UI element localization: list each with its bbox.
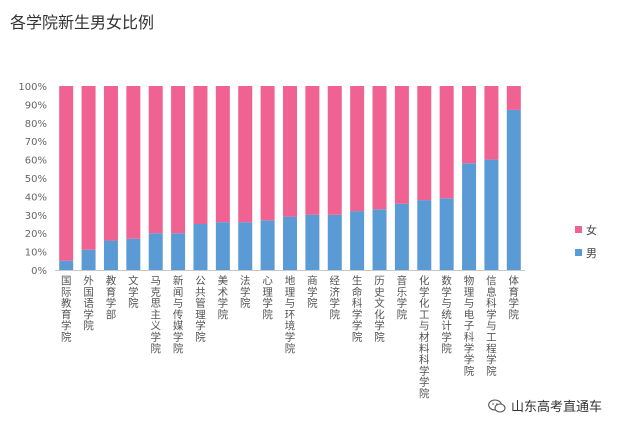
bar-segment-female <box>506 86 521 110</box>
bar-segment-female <box>171 86 186 234</box>
y-tick-label: 30% <box>25 211 47 222</box>
bar-segment-female <box>439 86 454 199</box>
x-tick-label: 美术学院 <box>218 274 229 321</box>
watermark-text: 山东高考直通车 <box>511 400 603 415</box>
bar-segment-male <box>394 203 409 270</box>
x-tick-label: 马克思主义学院 <box>150 275 161 355</box>
bar-segment-female <box>327 86 342 215</box>
bar-segment-female <box>372 86 387 210</box>
bar-segment-male <box>103 240 118 270</box>
bar-segment-female <box>81 86 96 250</box>
bar-segment-male <box>215 222 230 270</box>
bar-segment-female <box>305 86 320 215</box>
bar-segment-female <box>394 86 409 204</box>
x-tick-label: 商学院 <box>307 274 318 310</box>
bar-segment-male <box>350 211 365 270</box>
bar-segment-female <box>260 86 275 221</box>
bar-segment-male <box>283 216 297 270</box>
x-tick-label: 体育学院 <box>509 275 520 321</box>
bar-segment-male <box>81 249 96 270</box>
wechat-icon <box>488 398 506 413</box>
legend-swatch <box>575 226 582 233</box>
x-tick-label: 音乐学院 <box>397 274 408 321</box>
bar-segment-female <box>148 86 163 234</box>
y-tick-label: 40% <box>25 192 47 203</box>
y-tick-label: 80% <box>25 119 47 130</box>
y-tick-label: 50% <box>25 174 47 185</box>
bar-segment-male <box>193 224 208 270</box>
bar-segment-female <box>283 86 297 217</box>
bar-segment-female <box>103 86 118 241</box>
legend-swatch <box>575 249 582 256</box>
bar-segment-female <box>462 86 477 164</box>
x-tick-label: 化学化工与材料科学学院 <box>419 274 430 400</box>
bar-segment-male <box>372 209 387 270</box>
y-tick-label: 0% <box>31 266 47 277</box>
bar-segment-female <box>193 86 208 224</box>
legend-label: 女 <box>586 223 597 237</box>
x-tick-label: 文学院 <box>128 274 139 310</box>
y-tick-label: 10% <box>25 248 47 259</box>
bar-segment-male <box>148 233 163 270</box>
bar-segment-female <box>350 86 365 212</box>
y-tick-label: 100% <box>18 82 47 93</box>
bar-segment-male <box>462 163 477 270</box>
legend-label: 男 <box>586 247 597 260</box>
x-tick-label: 信息科学与工程学院 <box>486 275 497 377</box>
x-tick-label: 地理与环境学院 <box>285 274 296 355</box>
bar-segment-female <box>59 86 74 261</box>
y-tick-label: 70% <box>25 137 47 148</box>
x-tick-label: 法学院 <box>240 274 251 310</box>
bar-segment-male <box>417 200 432 270</box>
bar-segment-female <box>417 86 432 201</box>
bar-segment-female <box>238 86 253 223</box>
x-tick-label: 经济学院 <box>330 274 341 321</box>
x-tick-label: 生命科学学院 <box>352 274 363 344</box>
x-tick-label: 国际教育学院 <box>61 275 72 344</box>
bar-segment-female <box>484 86 499 160</box>
bar-segment-male <box>126 238 141 270</box>
x-tick-label: 物理与电子科学学院 <box>464 274 475 377</box>
y-tick-label: 60% <box>25 156 47 167</box>
bar-segment-male <box>327 214 342 270</box>
bar-segment-male <box>260 220 275 270</box>
bar-segment-male <box>59 260 74 270</box>
x-tick-label: 公共管理学院 <box>195 275 206 344</box>
x-tick-label: 历史文化学院 <box>374 275 385 344</box>
x-tick-label: 外国语学院 <box>83 275 94 332</box>
x-tick-label: 数学与统计学院 <box>441 274 452 355</box>
bar-segment-female <box>215 86 230 223</box>
y-tick-label: 20% <box>25 229 47 240</box>
bar-segment-male <box>484 159 499 270</box>
x-tick-label: 教育学部 <box>106 274 117 321</box>
x-tick-label: 新闻与传媒学院 <box>173 274 184 355</box>
bar-segment-female <box>126 86 141 239</box>
bar-segment-male <box>439 198 454 270</box>
x-tick-label: 心理学院 <box>262 275 273 321</box>
bar-segment-male <box>171 233 186 270</box>
bar-segment-male <box>238 222 253 270</box>
bar-segment-male <box>506 109 521 270</box>
bar-segment-male <box>305 214 320 270</box>
watermark: 山东高考直通车 <box>488 396 602 415</box>
chart-title: 各学院新生男女比例 <box>10 13 155 32</box>
y-tick-label: 90% <box>25 100 47 111</box>
